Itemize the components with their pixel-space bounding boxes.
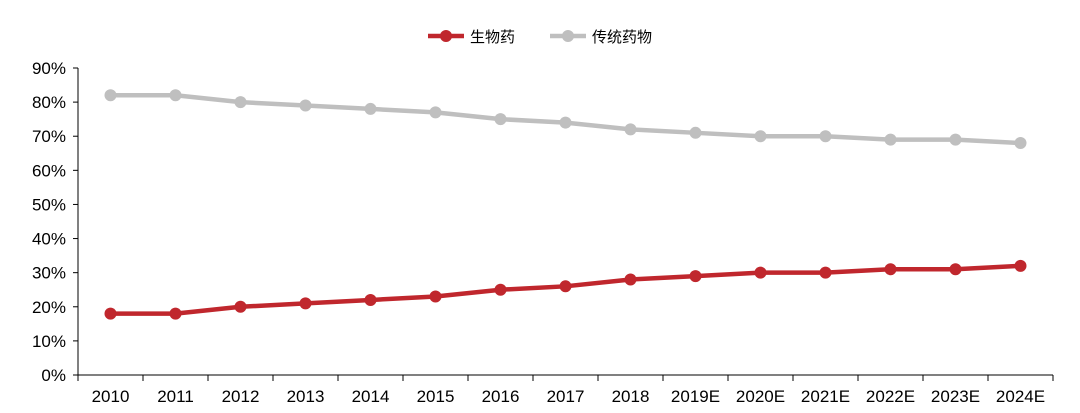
data-point bbox=[1014, 259, 1027, 272]
legend-marker bbox=[562, 30, 574, 42]
series-2 bbox=[104, 89, 1027, 150]
data-point bbox=[169, 307, 182, 320]
data-point bbox=[429, 106, 442, 119]
series-1 bbox=[104, 259, 1027, 320]
x-tick-label: 2016 bbox=[482, 387, 520, 406]
data-point bbox=[819, 130, 832, 143]
data-point bbox=[169, 89, 182, 102]
data-point bbox=[559, 280, 572, 293]
y-tick-label: 50% bbox=[32, 195, 66, 214]
data-point bbox=[689, 270, 702, 283]
data-point bbox=[429, 290, 442, 303]
series-layer bbox=[104, 89, 1027, 320]
x-tick-label: 2013 bbox=[287, 387, 325, 406]
data-point bbox=[689, 126, 702, 139]
y-tick-label: 0% bbox=[41, 366, 66, 385]
y-tick-label: 90% bbox=[32, 59, 66, 78]
data-point bbox=[494, 283, 507, 296]
x-tick-label: 2021E bbox=[801, 387, 850, 406]
legend: 生物药 传统药物 bbox=[428, 28, 652, 46]
legend-label: 传统药物 bbox=[592, 28, 652, 46]
x-tick-label: 2022E bbox=[866, 387, 915, 406]
data-point bbox=[754, 130, 767, 143]
data-point bbox=[1014, 137, 1027, 150]
x-tick-label: 2019E bbox=[671, 387, 720, 406]
y-tick-label: 20% bbox=[32, 298, 66, 317]
data-point bbox=[494, 113, 507, 126]
data-point bbox=[949, 263, 962, 276]
data-point bbox=[949, 133, 962, 146]
data-point bbox=[299, 297, 312, 310]
data-point bbox=[624, 273, 637, 286]
y-tick-label: 30% bbox=[32, 264, 66, 283]
data-point bbox=[884, 263, 897, 276]
data-point bbox=[624, 123, 637, 136]
data-point bbox=[559, 116, 572, 129]
data-point bbox=[234, 96, 247, 109]
legend-item: 传统药物 bbox=[550, 28, 652, 46]
x-tick-label: 2018 bbox=[612, 387, 650, 406]
data-point bbox=[104, 307, 117, 320]
x-tick-label: 2024E bbox=[996, 387, 1045, 406]
y-tick-label: 70% bbox=[32, 127, 66, 146]
data-point bbox=[234, 300, 247, 313]
y-tick-label: 40% bbox=[32, 230, 66, 249]
y-tick-label: 10% bbox=[32, 332, 66, 351]
x-tick-label: 2020E bbox=[736, 387, 785, 406]
data-point bbox=[299, 99, 312, 112]
x-tick-label: 2010 bbox=[92, 387, 130, 406]
y-tick-label: 80% bbox=[32, 93, 66, 112]
data-point bbox=[884, 133, 897, 146]
x-tick-label: 2023E bbox=[931, 387, 980, 406]
data-point bbox=[754, 266, 767, 279]
data-point bbox=[819, 266, 832, 279]
y-tick-label: 60% bbox=[32, 161, 66, 180]
legend-label: 生物药 bbox=[470, 28, 515, 46]
data-point bbox=[364, 293, 377, 306]
legend-marker bbox=[440, 30, 452, 42]
y-axis: 0% 10% 20% 30% 40% 50% 60% 70% 80% 90% bbox=[32, 59, 79, 385]
x-tick-label: 2014 bbox=[352, 387, 390, 406]
legend-item: 生物药 bbox=[428, 28, 515, 46]
x-tick-label: 2017 bbox=[547, 387, 585, 406]
x-tick-label: 2011 bbox=[157, 387, 194, 406]
x-tick-label: 2012 bbox=[222, 387, 260, 406]
x-tick-label: 2015 bbox=[417, 387, 455, 406]
x-axis: 2010 2011 2012 2013 2014 2015 2016 2017 2018 2019… bbox=[77, 374, 1054, 406]
data-point bbox=[364, 102, 377, 115]
data-point bbox=[104, 89, 117, 102]
